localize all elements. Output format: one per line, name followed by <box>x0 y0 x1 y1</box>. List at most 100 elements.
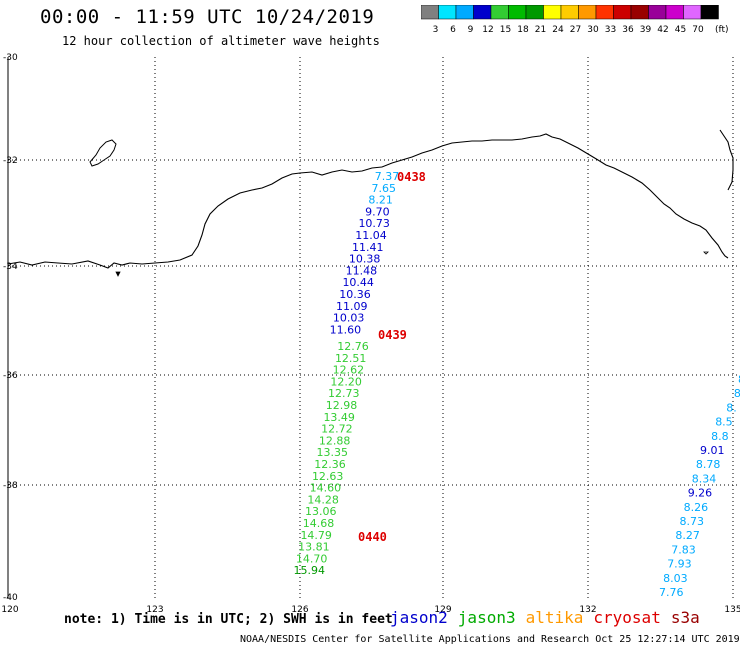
swh-value: 8.5 <box>715 416 733 429</box>
x-tick-label: 135 <box>724 605 740 615</box>
swh-value: 10.03 <box>333 312 365 325</box>
map-title: 00:00 - 11:59 UTC 10/24/2019 <box>40 6 375 28</box>
swh-value: 12.88 <box>319 434 351 447</box>
swh-value: 8 <box>734 387 740 400</box>
x-tick-label: 120 <box>1 605 18 615</box>
swh-value: 7.76 <box>659 586 684 599</box>
coastline <box>7 133 729 269</box>
y-tick-label: -36 <box>3 371 18 381</box>
swh-value: 7.83 <box>671 543 696 556</box>
legend-label: 27 <box>570 25 581 35</box>
swh-value: 8.26 <box>684 501 709 514</box>
satellite-cryosat: cryosat <box>593 608 661 627</box>
swh-value: 8 <box>738 373 740 386</box>
x-tick-label: 129 <box>434 605 451 615</box>
swh-value: 11.41 <box>352 241 384 254</box>
swh-value: 9.70 <box>365 205 390 218</box>
swh-value: 12.76 <box>337 340 369 353</box>
legend-label: 15 <box>500 25 511 35</box>
swh-value: 12.51 <box>335 352 367 365</box>
swh-value: 14.60 <box>310 482 342 495</box>
legend-label: 36 <box>622 25 634 35</box>
swh-value: 12.20 <box>330 375 362 388</box>
island-west <box>89 139 117 167</box>
satellite-altika: altika <box>525 608 584 627</box>
legend-unit: (ft) <box>715 25 729 35</box>
y-tick-label: -32 <box>3 156 18 166</box>
swh-value: 12.98 <box>326 399 358 412</box>
legend-label: 30 <box>587 25 599 35</box>
legend-swatch <box>700 5 719 20</box>
swh-value: 12.73 <box>328 387 360 400</box>
swh-value: 8.78 <box>696 458 721 471</box>
swh-value: 8. <box>726 401 737 414</box>
map-subtitle: 12 hour collection of altimeter wave hei… <box>62 34 380 48</box>
footer-credit: NOAA/NESDIS Center for Satellite Applica… <box>240 634 740 645</box>
time-label: 0439 <box>378 328 407 342</box>
swh-value: 9.01 <box>700 444 725 457</box>
swh-value: 7.37 <box>375 170 400 183</box>
swh-value: 12.72 <box>321 423 353 436</box>
swh-value: 14.68 <box>303 517 335 530</box>
y-tick-label: -40 <box>3 593 18 603</box>
swh-value: 13.35 <box>317 446 349 459</box>
swh-value: 13.49 <box>323 411 355 424</box>
satellite-s3a: s3a <box>670 608 700 627</box>
swh-value: 10.38 <box>349 253 381 266</box>
legend-label: 39 <box>640 25 652 35</box>
satellite-jason3: jason3 <box>457 608 516 627</box>
coastline-east <box>719 129 734 191</box>
swh-value: 8.21 <box>368 194 393 207</box>
swh-value: 8.8 <box>711 430 729 443</box>
time-label: 0440 <box>358 530 387 544</box>
color-legend: 3 6 9 12 15 18 21 24 27 30 33 36 39 42 45 70 (ft) <box>421 5 729 35</box>
x-tick-label: 123 <box>146 605 163 615</box>
swh-value: 7.93 <box>667 558 692 571</box>
swh-value: 14.79 <box>300 529 332 542</box>
legend-label: 12 <box>482 25 493 35</box>
swh-value: 12.62 <box>333 364 365 377</box>
time-label: 0438 <box>397 170 426 184</box>
swh-value: 10.73 <box>358 217 390 230</box>
swh-value: 12.63 <box>312 470 344 483</box>
y-tick-label: -34 <box>3 262 18 272</box>
island-small <box>115 271 121 277</box>
swh-value: 11.04 <box>355 229 387 242</box>
swh-value: 13.06 <box>305 505 337 518</box>
satellite-jason2: jason2 <box>390 608 448 627</box>
legend-label: 6 <box>450 25 456 35</box>
x-tick-label: 126 <box>291 605 308 615</box>
legend-label: 45 <box>675 25 686 35</box>
satellite-key: jason2 jason3 altika cryosat s3a <box>390 608 710 627</box>
legend-label: 70 <box>692 25 704 35</box>
footer-note: note: 1) Time is in UTC; 2) SWH is in fe… <box>64 612 393 627</box>
swh-value: 12.36 <box>314 458 346 471</box>
legend-label: 9 <box>468 25 474 35</box>
swh-value: 10.44 <box>342 276 374 289</box>
island-east <box>703 251 709 255</box>
grid-lines <box>8 57 740 598</box>
swh-value: 11.48 <box>346 264 378 277</box>
swh-value: 11.60 <box>330 323 362 336</box>
legend-label: 18 <box>517 25 529 35</box>
swh-value: 8.03 <box>663 572 688 585</box>
y-tick-label: -38 <box>3 481 18 491</box>
swh-value: 11.09 <box>336 300 368 313</box>
swh-value: 8.27 <box>675 529 700 542</box>
legend-label: 3 <box>433 25 439 35</box>
legend-label: 24 <box>552 25 564 35</box>
legend-label: 42 <box>657 25 668 35</box>
y-tick-label: -30 <box>3 53 18 63</box>
legend-label: 33 <box>605 25 616 35</box>
x-tick-label: 132 <box>579 605 596 615</box>
swh-value: 8.73 <box>680 515 705 528</box>
swh-value: 13.81 <box>298 541 330 554</box>
swh-value: 9.26 <box>688 487 713 500</box>
swh-value: 15.94 <box>294 564 326 577</box>
swh-value: 7.65 <box>372 182 397 195</box>
swh-value: 14.28 <box>307 493 339 506</box>
swh-value: 8.34 <box>692 472 717 485</box>
swh-value: 14.70 <box>296 552 328 565</box>
legend-label: 21 <box>535 25 546 35</box>
